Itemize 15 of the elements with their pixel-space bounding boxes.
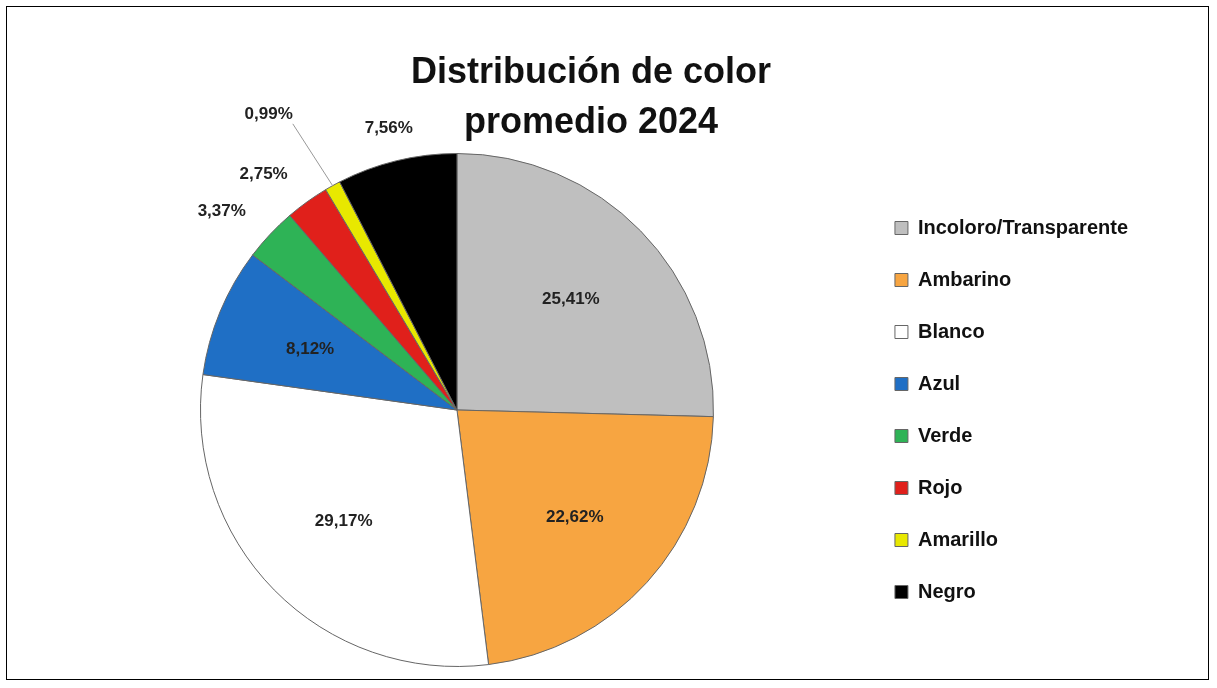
- legend-label: Rojo: [917, 475, 963, 498]
- legend-label: Ambarino: [917, 267, 1012, 290]
- data-label: 2,75%: [239, 164, 288, 184]
- legend-label: Incoloro/Transparente: [917, 215, 1129, 238]
- data-label: 22,62%: [545, 506, 604, 526]
- legend-label: Blanco: [917, 319, 985, 342]
- data-label: 3,37%: [197, 201, 246, 221]
- data-label: 25,41%: [542, 288, 600, 308]
- legend-label: Negro: [917, 579, 976, 602]
- legend-label: Amarillo: [917, 527, 998, 550]
- data-label: 8,12%: [286, 338, 335, 358]
- data-label: 29,17%: [314, 511, 373, 531]
- legend-label: Azul: [917, 371, 961, 394]
- data-label: 0,99%: [244, 103, 293, 123]
- legend-label: Verde: [917, 423, 973, 446]
